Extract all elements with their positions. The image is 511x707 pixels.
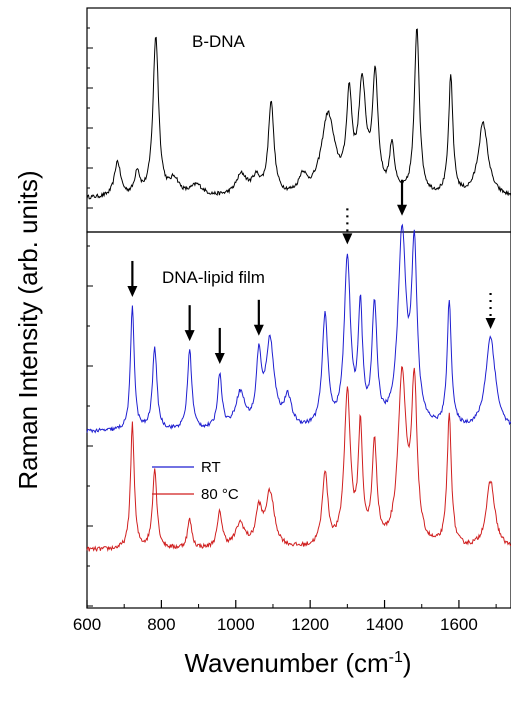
x-tick-label-800: 800: [147, 615, 175, 634]
bottom-panel-frame: [86, 231, 511, 609]
peak-arrow-5: [342, 208, 353, 245]
peak-arrow-3: [214, 327, 225, 364]
x-axis-ticks: 600 800 1000 1200 1400 1600: [73, 600, 497, 634]
peak-arrows: [127, 179, 496, 364]
peak-arrow-7: [485, 293, 496, 330]
x-axis-title-text: Wavenumber (cm: [184, 648, 388, 678]
x-axis-title-sup: -1: [389, 649, 403, 666]
legend-label-80c: 80 °C: [201, 486, 239, 503]
bottom-panel-label: DNA-lipid film: [162, 268, 265, 287]
x-tick-label-1400: 1400: [366, 615, 404, 634]
x-tick-label-1200: 1200: [291, 615, 329, 634]
y-axis-title: Raman Intensity (arb. units): [13, 170, 43, 489]
x-axis-title: Wavenumber (cm-1): [184, 648, 411, 678]
x-tick-label-1000: 1000: [217, 615, 255, 634]
plot-area: [86, 28, 511, 553]
x-tick-label-600: 600: [73, 615, 101, 634]
peak-arrow-1: [127, 260, 138, 297]
series-line-rt: [86, 223, 511, 434]
x-tick-label-1600: 1600: [440, 615, 478, 634]
series-line-80c: [86, 366, 511, 553]
peak-arrow-2: [184, 305, 195, 342]
peak-arrow-4: [253, 299, 264, 336]
legend: RT 80 °C: [152, 459, 239, 503]
y-axis-ticks: [87, 27, 93, 607]
legend-label-rt: RT: [201, 459, 221, 476]
x-axis-title-end: ): [403, 648, 412, 678]
series-line-b-dna: [86, 28, 511, 200]
top-panel-label: B-DNA: [192, 32, 246, 51]
top-panel-frame: [86, 7, 511, 233]
peak-arrow-6: [397, 179, 408, 216]
